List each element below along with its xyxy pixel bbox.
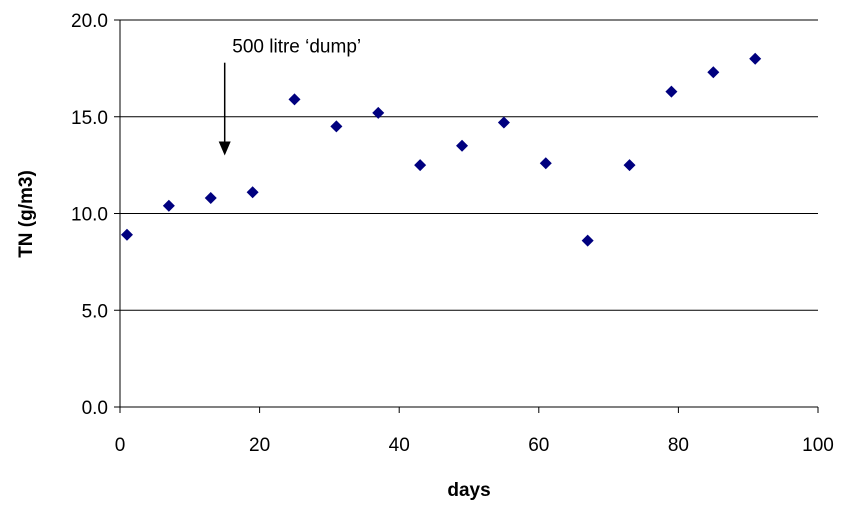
tick-labels: 0.0 5.0 10.0 15.0 20.0 0 20 40 60 80 100 <box>71 11 834 456</box>
data-point <box>372 106 385 119</box>
y-tick-label-1: 5.0 <box>82 301 108 322</box>
annotations: 500 litre ‘dump’ <box>218 37 361 156</box>
data-point <box>330 120 343 133</box>
data-point <box>288 93 301 106</box>
data-point <box>414 159 427 172</box>
axes <box>114 19 819 413</box>
y-tick-label-2: 10.0 <box>71 205 108 226</box>
data-point <box>749 52 762 65</box>
data-point <box>497 116 510 129</box>
y-axis-title: TN (g/m3) <box>16 170 37 258</box>
x-tick-label-0: 0 <box>115 435 126 456</box>
data-point <box>456 139 469 152</box>
annotation-arrow-head <box>218 141 231 156</box>
x-tick-label-4: 80 <box>668 435 689 456</box>
data-point <box>665 85 678 98</box>
x-tick-label-1: 20 <box>249 435 270 456</box>
y-tick-label-0: 0.0 <box>82 398 108 419</box>
data-point <box>120 228 133 241</box>
y-tick-label-4: 20.0 <box>71 11 108 32</box>
x-tick-label-2: 40 <box>389 435 410 456</box>
data-point <box>204 192 217 205</box>
y-tick-label-3: 15.0 <box>71 108 108 129</box>
x-axis-title: days <box>447 480 490 501</box>
data-points <box>120 52 762 247</box>
x-tick-label-3: 60 <box>528 435 549 456</box>
x-tick-label-5: 100 <box>802 435 834 456</box>
data-point <box>707 66 720 79</box>
data-point <box>246 186 259 199</box>
data-point <box>623 159 636 172</box>
data-point <box>539 157 552 170</box>
data-point <box>162 199 175 212</box>
annotation-label: 500 litre ‘dump’ <box>232 37 361 58</box>
data-point <box>581 234 594 247</box>
